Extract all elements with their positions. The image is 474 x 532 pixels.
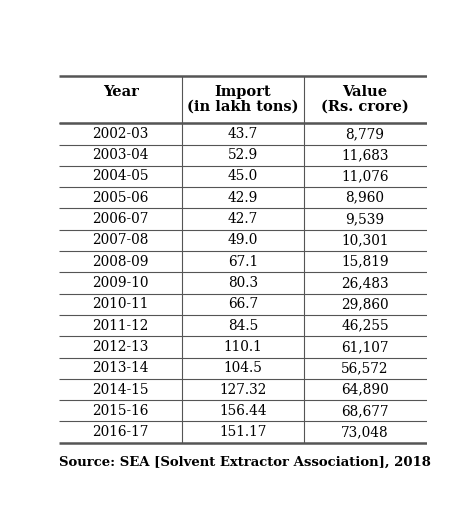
Text: 110.1: 110.1 xyxy=(224,340,262,354)
Text: 43.7: 43.7 xyxy=(228,127,258,141)
Text: 67.1: 67.1 xyxy=(228,255,258,269)
Text: 2012-13: 2012-13 xyxy=(92,340,149,354)
Text: 8,960: 8,960 xyxy=(346,191,384,205)
Text: 2007-08: 2007-08 xyxy=(92,234,149,247)
Text: 80.3: 80.3 xyxy=(228,276,258,290)
Text: Source: SEA [Solvent Extractor Association], 2018: Source: SEA [Solvent Extractor Associati… xyxy=(59,455,431,469)
Text: 2009-10: 2009-10 xyxy=(92,276,149,290)
Text: 46,255: 46,255 xyxy=(341,319,389,332)
Text: 2011-12: 2011-12 xyxy=(92,319,149,332)
Text: 10,301: 10,301 xyxy=(341,234,389,247)
Text: 42.9: 42.9 xyxy=(228,191,258,205)
Text: 2002-03: 2002-03 xyxy=(92,127,149,141)
Text: 2004-05: 2004-05 xyxy=(92,170,149,184)
Text: (in lakh tons): (in lakh tons) xyxy=(187,100,299,114)
Text: 9,539: 9,539 xyxy=(346,212,384,226)
Text: (Rs. crore): (Rs. crore) xyxy=(321,100,409,114)
Text: 42.7: 42.7 xyxy=(228,212,258,226)
Text: 2014-15: 2014-15 xyxy=(92,383,149,396)
Text: 64,890: 64,890 xyxy=(341,383,389,396)
Text: 104.5: 104.5 xyxy=(223,361,263,375)
Text: Value: Value xyxy=(343,85,388,99)
Text: 8,779: 8,779 xyxy=(346,127,384,141)
Text: 156.44: 156.44 xyxy=(219,404,267,418)
Text: 2013-14: 2013-14 xyxy=(92,361,149,375)
Text: 26,483: 26,483 xyxy=(341,276,389,290)
Text: 68,677: 68,677 xyxy=(341,404,389,418)
Text: 11,683: 11,683 xyxy=(341,148,389,162)
Text: 73,048: 73,048 xyxy=(341,425,389,439)
Text: 49.0: 49.0 xyxy=(228,234,258,247)
Text: 2015-16: 2015-16 xyxy=(92,404,149,418)
Text: 2016-17: 2016-17 xyxy=(92,425,149,439)
Text: 56,572: 56,572 xyxy=(341,361,389,375)
Text: 151.17: 151.17 xyxy=(219,425,266,439)
Text: 2006-07: 2006-07 xyxy=(92,212,149,226)
Text: 15,819: 15,819 xyxy=(341,255,389,269)
Text: 2010-11: 2010-11 xyxy=(92,297,149,311)
Text: 11,076: 11,076 xyxy=(341,170,389,184)
Text: 127.32: 127.32 xyxy=(219,383,266,396)
Text: 52.9: 52.9 xyxy=(228,148,258,162)
Text: 84.5: 84.5 xyxy=(228,319,258,332)
Text: 61,107: 61,107 xyxy=(341,340,389,354)
Text: 29,860: 29,860 xyxy=(341,297,389,311)
Text: Import: Import xyxy=(215,85,271,99)
Text: Year: Year xyxy=(103,85,139,99)
Text: 45.0: 45.0 xyxy=(228,170,258,184)
Text: 2008-09: 2008-09 xyxy=(92,255,149,269)
Text: 2005-06: 2005-06 xyxy=(92,191,149,205)
Text: 66.7: 66.7 xyxy=(228,297,258,311)
Text: 2003-04: 2003-04 xyxy=(92,148,149,162)
